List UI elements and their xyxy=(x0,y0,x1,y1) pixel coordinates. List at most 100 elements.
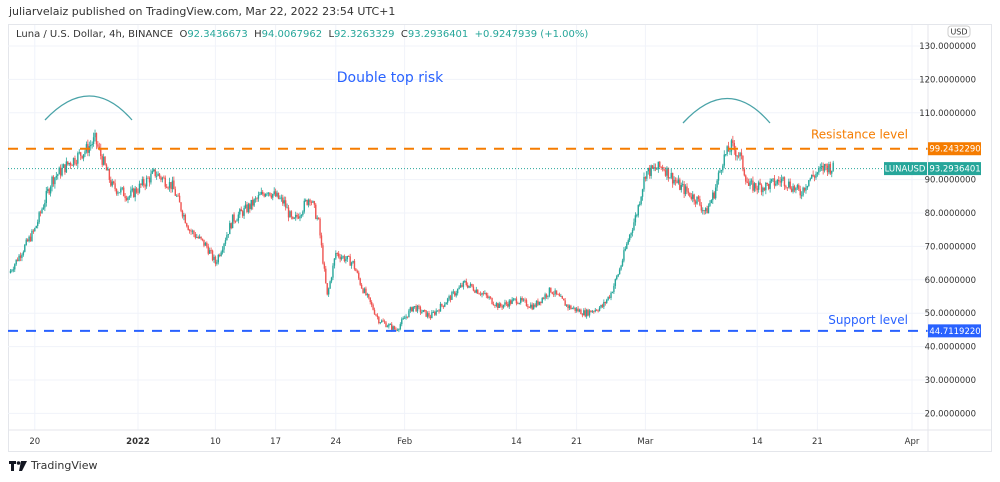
candle-body xyxy=(793,186,796,191)
candle-body xyxy=(798,185,800,190)
candle-body xyxy=(713,192,715,199)
candle-body xyxy=(696,196,698,204)
candle-body xyxy=(772,178,774,180)
candle-body xyxy=(762,187,764,193)
candle-body xyxy=(706,208,708,214)
candle-body xyxy=(461,285,463,287)
candle-body xyxy=(348,255,350,257)
candle-body xyxy=(472,286,475,291)
candle-body xyxy=(253,199,255,206)
candle-body xyxy=(465,281,467,286)
candle-body xyxy=(322,245,324,264)
candle-body xyxy=(760,184,763,193)
candle-body xyxy=(535,300,538,307)
candle-body xyxy=(583,310,585,316)
candle-body xyxy=(128,196,131,198)
candle-body xyxy=(365,288,367,296)
candle-body xyxy=(127,197,129,201)
candle-body xyxy=(280,197,283,199)
time-tick-label: Apr xyxy=(905,437,920,447)
candle-body xyxy=(67,161,69,165)
candle-body xyxy=(707,205,710,214)
candle-body xyxy=(799,189,801,196)
candle-body xyxy=(611,291,614,293)
candle-body xyxy=(200,236,202,239)
candle-body xyxy=(704,208,707,212)
price-axis[interactable]: 130.0000000 120.0000000 110.0000000 90.0000… xyxy=(919,42,976,419)
double-top-arc-right xyxy=(682,98,771,124)
candle-body xyxy=(349,256,351,266)
candle-body xyxy=(290,211,293,217)
candle-body xyxy=(122,187,125,197)
candle-body xyxy=(630,232,632,235)
candle-body xyxy=(679,179,681,190)
high-value: 94.0067962 xyxy=(261,29,323,40)
candle-body xyxy=(294,214,297,218)
open-label: O xyxy=(179,29,188,40)
candle-body xyxy=(703,210,705,212)
candle-body xyxy=(485,292,488,296)
candle-body xyxy=(269,192,271,196)
candle-body xyxy=(49,187,52,194)
candle-body xyxy=(392,326,394,330)
candle-body xyxy=(601,304,604,307)
candle-body xyxy=(541,298,543,303)
candle-body xyxy=(548,287,551,296)
candle-body xyxy=(359,278,361,285)
candle-body xyxy=(178,195,181,203)
candle-body xyxy=(518,302,520,304)
candle-body xyxy=(681,184,684,186)
candle-body xyxy=(130,190,132,197)
candle-body xyxy=(488,297,490,299)
candle-body xyxy=(800,195,803,197)
candle-body xyxy=(171,180,174,190)
ohlc-legend: Luna / U.S. Dollar, 4h, BINANCE O92.3436… xyxy=(16,29,588,40)
candle-body xyxy=(233,214,235,222)
candle-body xyxy=(782,177,784,179)
candle-body xyxy=(786,187,789,189)
candle-body xyxy=(48,189,50,194)
candle-body xyxy=(160,176,162,180)
candle-body xyxy=(595,309,598,311)
candle-body xyxy=(282,197,284,204)
time-tick-label: 17 xyxy=(270,437,281,447)
time-tick-label: 21 xyxy=(571,437,582,447)
candle-body xyxy=(74,157,76,164)
candle-body xyxy=(68,163,70,165)
candle-body xyxy=(641,189,644,197)
candle-body xyxy=(121,187,123,189)
candle-body xyxy=(181,210,184,217)
candle-body xyxy=(492,304,495,306)
candle-body xyxy=(729,151,731,153)
candle-body xyxy=(733,142,735,151)
time-tick-label: 2022 xyxy=(126,437,150,447)
candle-body xyxy=(497,303,499,309)
candle-body xyxy=(604,302,606,303)
candle-body xyxy=(31,230,33,241)
candle-body xyxy=(379,322,381,324)
candle-body xyxy=(481,293,483,295)
candle-body xyxy=(360,284,363,289)
candle-body xyxy=(618,269,621,275)
candle-body xyxy=(803,187,806,191)
candle-body xyxy=(14,264,16,270)
candle-body xyxy=(203,239,205,246)
candle-body xyxy=(385,322,387,328)
time-axis[interactable]: 20 2022 10 17 24 Feb 14 21 Mar 14 21 Apr xyxy=(29,437,919,447)
candle-body xyxy=(664,170,667,176)
candle-body xyxy=(636,215,638,217)
candle-body xyxy=(194,234,197,238)
candle-body xyxy=(531,304,533,310)
candle-body xyxy=(537,300,539,305)
candle-body xyxy=(580,309,582,315)
candle-body xyxy=(466,285,469,288)
candle-body xyxy=(386,326,389,328)
candle-body xyxy=(155,175,158,177)
tradingview-logo[interactable]: TradingView xyxy=(9,459,97,472)
candle-body xyxy=(28,236,30,242)
candle-body xyxy=(274,191,277,197)
candle-body xyxy=(310,202,313,203)
candle-body xyxy=(84,151,86,155)
candle-body xyxy=(821,165,823,168)
